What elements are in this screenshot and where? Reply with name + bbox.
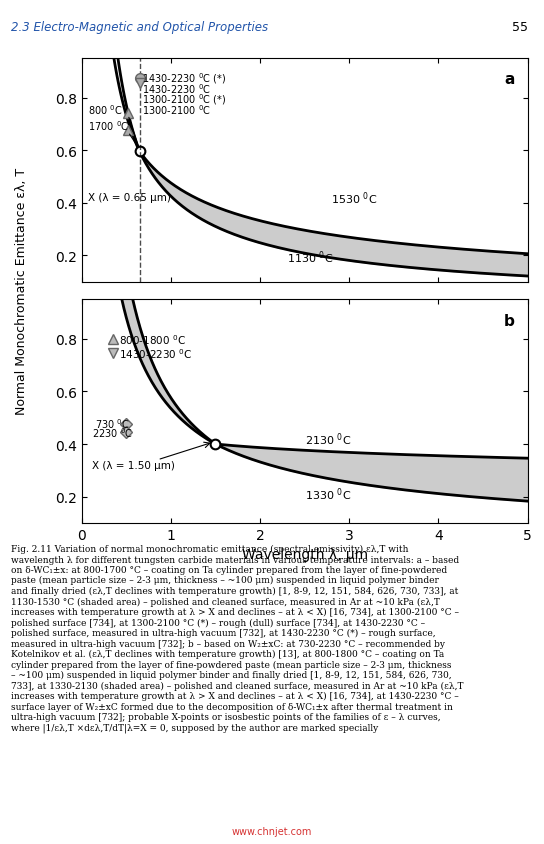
Text: 800-1800 $^0$C: 800-1800 $^0$C xyxy=(119,333,186,346)
Text: 1430-2230 $^0$C: 1430-2230 $^0$C xyxy=(143,83,212,96)
Text: 1300-2100 $^0$C: 1300-2100 $^0$C xyxy=(143,103,212,117)
Text: Fig. 2.11 Variation of normal monochromatic emittance (spectral emissivity) ελ,T: Fig. 2.11 Variation of normal monochroma… xyxy=(11,544,463,733)
Text: 800 $^0$C: 800 $^0$C xyxy=(88,103,122,117)
Text: a: a xyxy=(504,73,514,87)
Text: www.chnjet.com: www.chnjet.com xyxy=(232,825,312,836)
Text: 1530 $^0$C: 1530 $^0$C xyxy=(331,190,378,207)
Text: 1330 $^0$C: 1330 $^0$C xyxy=(305,486,351,503)
Text: 1300-2100 $^0$C (*): 1300-2100 $^0$C (*) xyxy=(143,92,227,107)
Text: X (λ = 1.50 μm): X (λ = 1.50 μm) xyxy=(92,461,175,470)
X-axis label: Wavelength λ, μm: Wavelength λ, μm xyxy=(242,548,368,561)
Text: 730 $^0$C: 730 $^0$C xyxy=(95,417,129,430)
Text: 1130 $^0$C: 1130 $^0$C xyxy=(287,249,333,266)
Text: 1430-2230 $^0$C (*): 1430-2230 $^0$C (*) xyxy=(143,72,227,86)
Text: X (λ = 0.65 μm): X (λ = 0.65 μm) xyxy=(88,193,171,203)
Text: 55: 55 xyxy=(512,21,528,34)
Text: 2.3 Electro-Magnetic and Optical Properties: 2.3 Electro-Magnetic and Optical Propert… xyxy=(11,21,268,34)
Text: 1700 $^0$C: 1700 $^0$C xyxy=(88,119,129,133)
Text: 2130 $^0$C: 2130 $^0$C xyxy=(305,431,351,447)
Text: Normal Monochromatic Emittance ελ, T: Normal Monochromatic Emittance ελ, T xyxy=(15,168,28,414)
Text: b: b xyxy=(503,313,514,328)
Text: 2230 $^0$C: 2230 $^0$C xyxy=(92,426,133,440)
Text: 1430-2230 $^0$C: 1430-2230 $^0$C xyxy=(119,347,193,361)
